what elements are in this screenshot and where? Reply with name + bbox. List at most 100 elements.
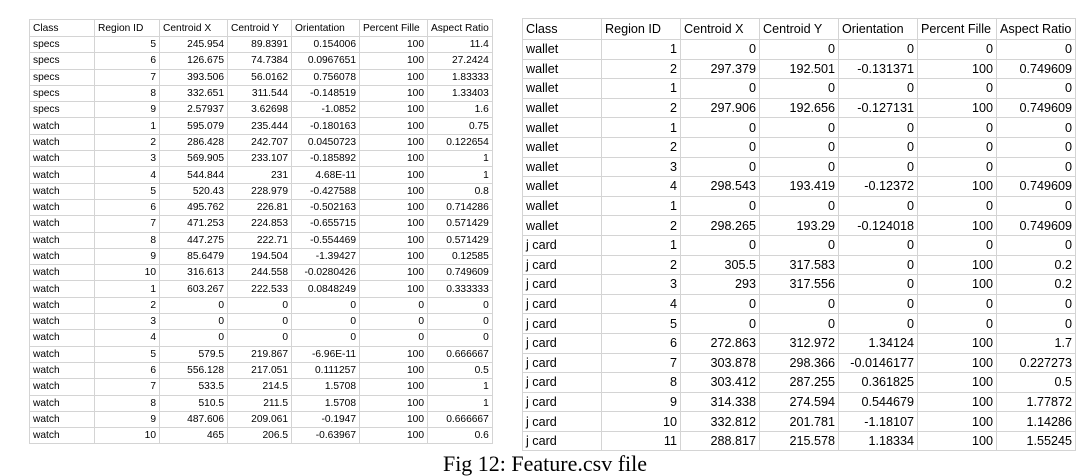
value-cell: 1.5708 — [291, 378, 360, 396]
table-row: watch 2 0 0 0 0 0 — [29, 296, 493, 315]
table-row: watch 1 603.267 222.533 0.0848249 100 0.333333 — [29, 280, 493, 298]
class-cell: wallet — [522, 78, 602, 99]
class-cell: watch — [29, 345, 95, 363]
value-cell: 100 — [917, 97, 997, 119]
table-row: j card 3 293 317.556 0 100 0.2 — [522, 274, 1076, 295]
value-cell: 311.544 — [227, 84, 292, 103]
value-cell: 286.428 — [159, 133, 228, 152]
table-row: j card 7 303.878 298.366 -0.0146177 100 0.2272… — [522, 352, 1076, 374]
value-cell: 0.5 — [427, 361, 493, 380]
value-cell: 1 — [601, 39, 681, 60]
value-cell: 0 — [838, 39, 918, 60]
value-cell: 0 — [996, 39, 1076, 60]
value-cell: 100 — [359, 280, 428, 298]
class-cell: wallet — [522, 136, 602, 158]
value-cell: 0.0967651 — [291, 52, 360, 70]
class-cell: wallet — [522, 156, 602, 178]
value-cell: 100 — [359, 378, 428, 396]
value-cell: 100 — [359, 35, 428, 54]
table-row: wallet 2 297.379 192.501 -0.131371 100 0.74960… — [522, 58, 1076, 80]
value-cell: 2 — [601, 58, 681, 80]
value-cell: -0.0146177 — [838, 352, 918, 374]
table-row: wallet 2 298.265 193.29 -0.124018 100 0.749609 — [522, 215, 1076, 236]
value-cell: 447.275 — [159, 231, 228, 249]
value-cell: 332.651 — [159, 84, 228, 103]
value-cell: 192.501 — [759, 58, 839, 80]
value-cell: -0.185892 — [291, 150, 360, 168]
value-cell: 0.111257 — [291, 361, 360, 380]
table-row: j card 11 288.817 215.578 1.18334 100 1.55245 — [522, 430, 1076, 452]
value-cell: 0 — [917, 156, 997, 178]
value-cell: 0 — [996, 136, 1076, 158]
class-cell: watch — [29, 231, 95, 249]
class-cell: specs — [29, 84, 95, 103]
value-cell: 8 — [94, 231, 160, 249]
value-cell: 194.504 — [227, 247, 292, 266]
value-cell: 100 — [359, 264, 428, 282]
value-cell: 317.583 — [759, 254, 839, 276]
value-cell: 10 — [601, 411, 681, 432]
value-cell: 0 — [680, 195, 760, 217]
value-cell: 242.707 — [227, 133, 292, 152]
value-cell: 214.5 — [227, 378, 292, 396]
class-cell: wallet — [522, 58, 602, 80]
class-cell: watch — [29, 361, 95, 380]
column-header: Orientation — [291, 19, 360, 37]
value-cell: 0 — [680, 293, 760, 315]
value-cell: -0.180163 — [291, 117, 360, 135]
class-cell: specs — [29, 101, 95, 119]
value-cell: 4 — [94, 329, 160, 347]
class-cell: wallet — [522, 176, 602, 197]
column-header: Aspect Ratio — [996, 18, 1076, 40]
value-cell: 2 — [601, 215, 681, 236]
value-cell: 4 — [601, 293, 681, 315]
value-cell: 0 — [227, 313, 292, 331]
value-cell: 100 — [359, 345, 428, 363]
value-cell: -1.18107 — [838, 411, 918, 432]
class-cell: watch — [29, 215, 95, 233]
class-cell: watch — [29, 117, 95, 135]
value-cell: 520.43 — [159, 182, 228, 200]
value-cell: 1.77872 — [996, 391, 1076, 413]
value-cell: 0 — [291, 296, 360, 315]
table-row: watch 8 447.275 222.71 -0.554469 100 0.571429 — [29, 231, 493, 249]
figure-caption: Fig 12: Feature.csv file — [442, 451, 648, 476]
value-cell: 0 — [759, 117, 839, 138]
column-header: Percent Fille — [359, 19, 428, 37]
class-cell: j card — [522, 332, 602, 354]
value-cell: 0 — [838, 234, 918, 256]
value-cell: 1 — [601, 78, 681, 99]
value-cell: 100 — [359, 410, 428, 429]
table-row: j card 4 0 0 0 0 0 — [522, 293, 1076, 315]
value-cell: 1.14286 — [996, 411, 1076, 432]
value-cell: 85.6479 — [159, 247, 228, 266]
value-cell: 7 — [601, 352, 681, 374]
value-cell: 226.81 — [227, 198, 292, 217]
table-row: watch 7 471.253 224.853 -0.655715 100 0.571429 — [29, 215, 493, 233]
value-cell: 3.62698 — [227, 101, 292, 119]
value-cell: 0 — [996, 234, 1076, 256]
value-cell: 0 — [917, 39, 997, 60]
value-cell: 0.122654 — [427, 133, 493, 152]
value-cell: 317.556 — [759, 274, 839, 295]
value-cell: 100 — [917, 372, 997, 393]
value-cell: 100 — [917, 391, 997, 413]
value-cell: 1.83333 — [427, 68, 493, 86]
value-cell: 0 — [838, 274, 918, 295]
class-cell: wallet — [522, 215, 602, 236]
value-cell: 228.979 — [227, 182, 292, 200]
value-cell: 0 — [680, 117, 760, 138]
value-cell: 0 — [996, 313, 1076, 334]
value-cell: 0 — [838, 117, 918, 138]
value-cell: 2 — [94, 296, 160, 315]
value-cell: 0 — [838, 293, 918, 315]
value-cell: 298.265 — [680, 215, 760, 236]
value-cell: 0.8 — [427, 182, 493, 200]
value-cell: 9 — [601, 391, 681, 413]
value-cell: 0 — [680, 234, 760, 256]
value-cell: 4.68E-11 — [291, 166, 360, 184]
value-cell: 533.5 — [159, 378, 228, 396]
value-cell: 56.0162 — [227, 68, 292, 86]
class-cell: watch — [29, 150, 95, 168]
class-cell: watch — [29, 166, 95, 184]
